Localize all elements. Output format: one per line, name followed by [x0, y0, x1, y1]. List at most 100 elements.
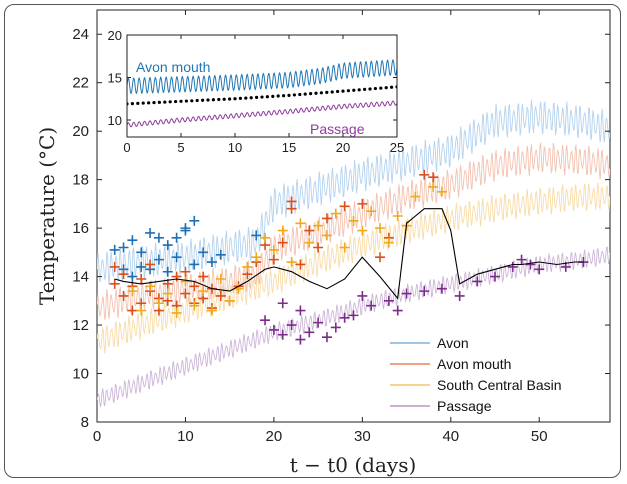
x-tick-label-50: 50 [531, 428, 548, 445]
scatter-south-central-basin-point-19 [295, 218, 306, 229]
scatter-south-central-basin-point-11 [224, 295, 235, 306]
scatter-south-central-basin-point-23 [330, 208, 341, 219]
scatter-passage-point-23 [525, 259, 536, 270]
scatter-avon-mouth-point-16 [180, 288, 191, 299]
inset-mean-point-24 [255, 95, 259, 99]
scatter-passage-point-4 [295, 334, 306, 345]
scatter-avon-point-22 [153, 232, 164, 243]
legend-label-avon: Avon [437, 335, 469, 351]
legend-label-south-central-basin: South Central Basin [437, 377, 562, 393]
scatter-south-central-basin-point-6 [180, 276, 191, 287]
scatter-passage-point-5 [304, 327, 315, 338]
inset-mean-point-37 [325, 90, 329, 94]
inset-mean-point-38 [330, 90, 334, 94]
inset-mean-point-14 [201, 98, 205, 102]
scatter-south-central-basin-point-0 [127, 286, 138, 297]
y-tick-label-16: 16 [72, 220, 89, 237]
scatter-passage-point-12 [366, 300, 377, 311]
scatter-passage-point-20 [490, 271, 501, 282]
scatter-south-central-basin-point-4 [162, 288, 173, 299]
scatter-avon-point-21 [118, 242, 129, 253]
inset-label-passage: Passage [310, 121, 365, 137]
x-axis-label: t − t0 (days) [290, 453, 417, 477]
scatter-south-central-basin-point-33 [428, 181, 439, 192]
scatter-passage-point-13 [383, 295, 394, 306]
inset-mean-point-39 [336, 89, 340, 94]
inset-mean-point-8 [168, 100, 172, 104]
inset-y-tick-label-20: 20 [108, 28, 122, 43]
inset-y-tick-label-15: 15 [108, 71, 122, 86]
scatter-avon-point-11 [180, 225, 191, 236]
scatter-south-central-basin-point-1 [136, 305, 147, 316]
inset-mean-point-26 [265, 95, 269, 99]
scatter-avon-mouth-point-24 [215, 290, 226, 301]
inset-mean-point-13 [195, 98, 199, 103]
scatter-avon-mouth-point-4 [127, 305, 138, 316]
y-tick-label-14: 14 [72, 269, 89, 286]
scatter-south-central-basin-point-30 [392, 211, 403, 221]
scatter-avon-mouth-point-38 [339, 201, 350, 212]
scatter-south-central-basin-point-8 [198, 286, 209, 297]
scatter-avon-mouth-point-33 [286, 196, 297, 207]
inset-plot-area [126, 34, 398, 138]
inset-mean-point-21 [238, 96, 242, 101]
inset-mean-point-35 [314, 91, 318, 95]
scatter-passage-point-8 [330, 322, 341, 333]
scatter-avon-mouth-point-2 [118, 290, 129, 301]
main-plot-area [96, 9, 611, 423]
inset-mean-point-22 [244, 96, 248, 100]
scatter-passage-point-16 [419, 286, 430, 297]
scatter-south-central-basin-point-25 [348, 215, 359, 226]
scatter-passage-point-21 [507, 261, 518, 272]
scatter-avon-mouth-point-36 [313, 242, 324, 253]
scatter-south-central-basin-point-17 [277, 225, 288, 236]
scatter-passage-point-19 [472, 276, 483, 287]
scatter-passage-point-7 [321, 332, 332, 343]
scatter-avon-mouth-point-40 [375, 252, 386, 263]
inset-mean-point-10 [179, 99, 183, 103]
inset-mean-point-9 [174, 99, 178, 104]
inset-mean-point-48 [384, 86, 388, 90]
scatter-avon-mouth-point-14 [171, 271, 182, 282]
scatter-avon-mouth-point-39 [357, 198, 368, 209]
scatter-south-central-basin-point-22 [321, 230, 332, 241]
inset-mean-point-40 [341, 89, 345, 93]
scatter-south-central-basin-point-26 [357, 225, 368, 236]
scatter-avon-point-4 [136, 261, 147, 272]
scatter-avon-point-15 [206, 257, 217, 268]
inset-x-tick-label-0: 0 [123, 140, 130, 155]
scatter-south-central-basin-point-29 [383, 237, 394, 248]
y-tick-label-18: 18 [72, 172, 89, 189]
inset-mean-point-11 [184, 99, 188, 103]
x-tick-label-40: 40 [442, 428, 459, 445]
scatter-avon-mouth-point-31 [277, 237, 288, 248]
scatter-passage-point-3 [286, 320, 297, 331]
scatter-avon-point-20 [251, 230, 262, 241]
scatter-avon-mouth-point-37 [321, 213, 332, 224]
inset-mean-point-12 [190, 99, 194, 103]
inset-mean-point-33 [303, 92, 307, 96]
scatter-passage-point-14 [392, 305, 403, 316]
inset-series-avon-mouth [127, 58, 397, 95]
scatter-south-central-basin-point-32 [410, 191, 421, 202]
inset-background [127, 35, 397, 137]
scatter-avon-point-14 [198, 247, 209, 258]
y-axis-label: Temperature (°C) [35, 127, 59, 305]
inset-mean-point-44 [363, 87, 367, 91]
scatter-avon-point-18 [171, 232, 182, 243]
scatter-south-central-basin-point-16 [268, 244, 279, 255]
scatter-avon-mouth-point-17 [180, 266, 191, 277]
scatter-south-central-basin-point-7 [189, 300, 200, 311]
scatter-south-central-basin-point-13 [242, 261, 253, 272]
scatter-avon-mouth-point-9 [145, 259, 156, 270]
inset-series-passage [127, 100, 397, 128]
inset-mean-point-46 [373, 86, 377, 91]
scatter-south-central-basin-point-15 [260, 232, 271, 243]
scatter-south-central-basin-point-34 [436, 186, 447, 197]
scatter-passage-point-0 [260, 315, 271, 326]
scatter-avon-point-12 [189, 215, 200, 226]
inset-mean-point-23 [249, 96, 253, 100]
inset-x-tick-label-5: 5 [177, 140, 184, 155]
scatter-passage-point-9 [339, 312, 350, 323]
scatter-south-central-basin-point-10 [215, 274, 226, 285]
